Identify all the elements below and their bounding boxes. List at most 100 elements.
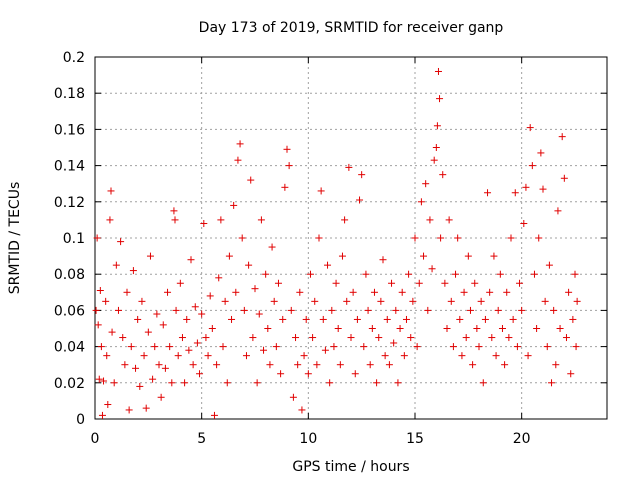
data-point <box>309 334 317 342</box>
data-point <box>338 252 346 260</box>
data-point <box>96 286 104 294</box>
data-point <box>264 325 272 332</box>
data-point <box>123 288 131 296</box>
data-point <box>503 288 511 296</box>
data-point <box>360 343 368 351</box>
data-point <box>300 352 308 360</box>
data-point <box>277 370 285 378</box>
x-tick-label: 15 <box>406 431 424 447</box>
data-point <box>142 404 150 412</box>
grid <box>95 57 607 419</box>
data-point <box>321 346 329 354</box>
data-point <box>405 270 413 278</box>
data-point <box>432 144 440 151</box>
data-point <box>513 343 521 351</box>
data-point <box>102 297 110 305</box>
data-point <box>161 364 169 372</box>
data-point <box>505 334 513 342</box>
data-point <box>268 243 276 251</box>
data-point <box>407 334 415 342</box>
data-point <box>567 370 575 378</box>
data-point <box>501 361 509 369</box>
data-point <box>353 315 361 323</box>
data-point <box>228 315 236 323</box>
data-point <box>134 315 142 323</box>
data-point <box>526 124 534 132</box>
data-point <box>100 377 108 385</box>
data-point <box>170 207 178 215</box>
data-point <box>121 361 129 369</box>
data-point <box>498 325 506 332</box>
data-point <box>283 145 291 153</box>
data-point <box>298 406 306 414</box>
data-point <box>543 343 551 351</box>
data-points <box>92 67 581 419</box>
data-point <box>334 325 342 332</box>
data-point <box>388 279 396 287</box>
data-point <box>127 343 135 351</box>
data-point <box>240 306 248 314</box>
data-point <box>159 321 167 329</box>
data-point <box>392 306 400 314</box>
data-point <box>454 234 462 242</box>
y-tick-label: 0.04 <box>54 340 85 356</box>
data-point <box>313 361 321 369</box>
data-point <box>306 270 314 278</box>
data-point <box>108 328 116 336</box>
data-point <box>522 183 530 191</box>
data-point <box>260 346 268 354</box>
data-point <box>381 352 389 360</box>
data-point <box>289 393 297 401</box>
data-point <box>556 325 564 332</box>
data-point <box>452 270 460 278</box>
data-point <box>279 315 287 323</box>
data-point <box>424 306 432 314</box>
data-point <box>447 297 455 305</box>
data-point <box>202 334 210 342</box>
data-point <box>140 352 148 360</box>
data-point <box>430 156 438 164</box>
y-tick-label: 0.12 <box>54 195 85 211</box>
data-point <box>565 288 573 296</box>
data-point <box>213 361 221 369</box>
data-point <box>351 370 359 378</box>
data-point <box>396 325 404 332</box>
data-point <box>572 343 580 351</box>
data-point <box>330 343 338 351</box>
data-point <box>400 352 408 360</box>
data-point <box>573 297 581 305</box>
data-point <box>114 306 122 314</box>
data-point <box>164 288 172 296</box>
data-point <box>511 189 519 197</box>
data-point <box>409 297 417 305</box>
y-tick-label: 0.2 <box>63 50 85 66</box>
data-point <box>119 334 127 342</box>
data-point <box>149 375 157 383</box>
data-point <box>541 297 549 305</box>
data-point <box>535 234 543 242</box>
data-point <box>200 220 208 228</box>
data-point <box>456 315 464 323</box>
data-point <box>294 361 302 369</box>
data-point <box>117 238 125 246</box>
data-point <box>373 379 381 387</box>
data-point <box>562 334 570 342</box>
data-point <box>125 406 133 414</box>
data-point <box>317 187 325 195</box>
y-axis-label: SRMTID / TECUs <box>7 182 23 295</box>
data-point <box>377 297 385 305</box>
data-point <box>530 270 538 278</box>
axis-ticks: 0 0.02 0.04 0.06 0.08 0.1 0.12 0.14 0.16 0.18 0.2 0… <box>54 50 607 447</box>
data-point <box>153 310 161 318</box>
y-tick-label: 0.08 <box>54 267 85 283</box>
data-point <box>215 274 223 282</box>
data-point <box>112 261 120 269</box>
data-point <box>296 288 304 296</box>
data-point <box>469 361 477 369</box>
data-point <box>471 279 479 287</box>
data-point <box>138 297 146 305</box>
data-point <box>518 306 526 314</box>
data-point <box>394 379 402 387</box>
data-point <box>358 171 366 179</box>
data-point <box>415 279 423 287</box>
